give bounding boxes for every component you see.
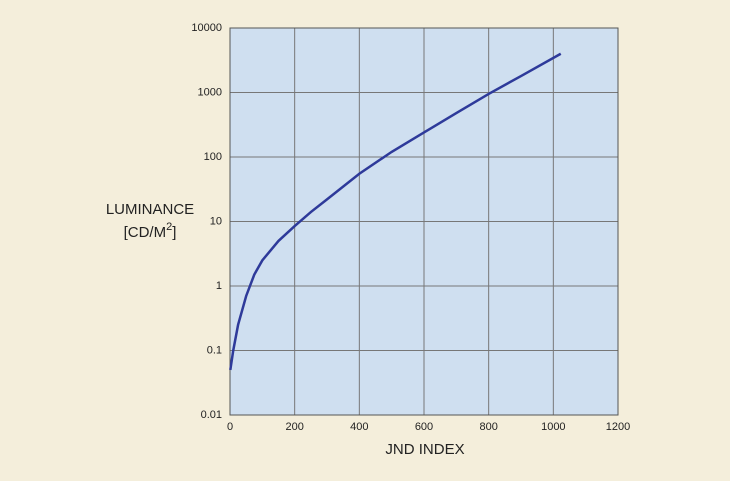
x-tick-label: 400 (350, 421, 368, 433)
y-tick-label: 10000 (191, 22, 222, 34)
x-tick-label: 1000 (541, 421, 565, 433)
y-tick-label: 1 (216, 280, 222, 292)
y-tick-label: 0.1 (207, 344, 222, 356)
x-tick-label: 800 (479, 421, 497, 433)
unit-superscript: 2 (166, 221, 172, 233)
x-tick-label: 600 (415, 421, 433, 433)
x-tick-label: 200 (285, 421, 303, 433)
x-axis-label: JND INDEX (385, 441, 464, 458)
y-tick-label: 100 (204, 151, 222, 163)
y-tick-label: 10 (210, 215, 222, 227)
y-tick-label: 0.01 (201, 409, 222, 421)
plot-border (229, 27, 619, 416)
y-tick-label: 1000 (198, 86, 222, 98)
unit-text: [CD/M (124, 224, 167, 241)
y-axis-label: LUMINANCE (106, 201, 194, 218)
y-axis-unit: [CD/M2] (124, 221, 177, 241)
x-tick-label: 0 (227, 421, 233, 433)
x-tick-label: 1200 (606, 421, 630, 433)
data-line (229, 52, 562, 371)
unit-text-end: ] (172, 224, 176, 241)
